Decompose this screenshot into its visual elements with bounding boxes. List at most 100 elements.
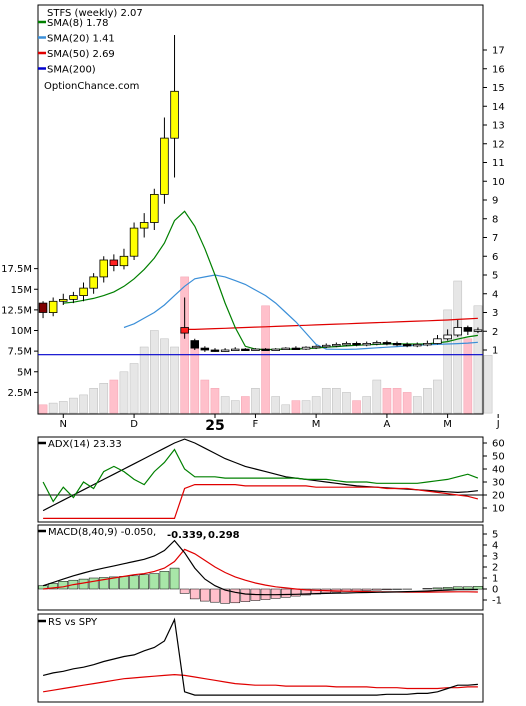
price-tick-label: 11 <box>492 158 505 169</box>
volume-bar <box>291 400 301 414</box>
macd-histogram-bar <box>270 588 281 599</box>
candle-body <box>352 342 361 346</box>
candle-body <box>180 327 189 334</box>
macd-histogram-bar <box>463 586 473 590</box>
adx-panel-frame <box>37 436 484 523</box>
price-tick-label: 12 <box>492 139 505 150</box>
macd-histogram-bar <box>442 587 453 590</box>
volume-tick-label: 2.5M <box>7 388 32 399</box>
volume-bar <box>301 400 311 414</box>
volume-bar <box>483 355 493 414</box>
candle-body <box>210 349 220 352</box>
macd-histogram-bar <box>230 588 241 604</box>
macd-value-label: -0.339, <box>167 530 207 541</box>
volume-bar <box>58 401 68 414</box>
macd-histogram-bar <box>48 583 58 590</box>
x-tick-label: N <box>60 419 67 430</box>
macd-tick-label: 1 <box>492 574 498 585</box>
volume-bar <box>352 400 361 414</box>
price-title: STFS (weekly) 2.07 <box>47 8 143 19</box>
macd-tick-label: 0 <box>492 585 498 596</box>
macd-title: MACD(8,40,9) -0.050, <box>48 527 156 538</box>
price-tick-label: 17 <box>492 46 505 57</box>
candle-body <box>241 348 250 352</box>
macd-histogram-bar <box>149 573 160 590</box>
x-tick-label: M <box>443 419 452 430</box>
candle-body <box>220 349 230 352</box>
volume-bar <box>119 371 129 414</box>
volume-bar <box>210 388 220 414</box>
adx-tick-label: 10 <box>492 504 505 515</box>
candle-body <box>48 300 58 313</box>
macd-histogram-bar <box>351 588 362 592</box>
candle-body <box>59 298 68 302</box>
candle-body <box>251 348 260 352</box>
candle-body <box>392 342 402 346</box>
price-tick-label: 5 <box>492 271 498 282</box>
candle-body <box>412 343 422 347</box>
macd-histogram-bar <box>372 588 382 591</box>
macd-histogram-bar <box>280 588 291 598</box>
x-tick-label: A <box>383 419 390 430</box>
volume-bar <box>271 396 280 414</box>
candle-body <box>463 327 473 332</box>
rs-title: RS vs SPY <box>48 617 98 628</box>
volume-tick-label: 10M <box>11 326 32 337</box>
volume-bar <box>200 379 210 414</box>
macd-histogram-bar <box>452 586 463 590</box>
macd-histogram-bar <box>361 588 372 591</box>
volume-bar <box>190 346 200 414</box>
macd-histogram-bar <box>169 567 180 590</box>
price-tick-label: 15 <box>492 83 505 94</box>
candle-body <box>129 227 139 257</box>
volume-bar <box>261 305 270 414</box>
volume-bar <box>332 388 341 414</box>
volume-bar <box>69 397 78 414</box>
candle-body <box>38 302 48 313</box>
macd-tick-label: 2 <box>492 563 498 574</box>
price-tick-label: 7 <box>492 233 498 244</box>
volume-bar <box>251 388 260 414</box>
macd-histogram-bar <box>139 574 149 590</box>
price-tick-label: 6 <box>492 252 498 263</box>
candle-body <box>321 344 331 348</box>
macd-histogram-bar <box>38 585 48 590</box>
legend-entry: SMA(20) 1.41 <box>47 34 115 45</box>
volume-bar <box>382 388 392 414</box>
macd-tick-label: 3 <box>492 552 498 563</box>
candle-body <box>230 348 240 352</box>
candle-body <box>190 340 199 349</box>
macd-histogram-bar <box>159 571 170 590</box>
volume-bar <box>402 392 412 414</box>
volume-bar <box>372 379 382 414</box>
macd-histogram-bar <box>98 577 109 590</box>
volume-bar <box>38 404 48 414</box>
adx-tick-label: 30 <box>492 478 505 489</box>
candle-body <box>170 90 179 139</box>
volume-bar <box>281 404 291 414</box>
adx-tick-label: 60 <box>492 439 505 450</box>
macd-value-label: 0.298 <box>208 530 240 541</box>
macd-histogram-bar <box>220 588 230 604</box>
candle-body <box>119 255 129 267</box>
volume-bar <box>241 396 250 414</box>
macd-tick-label: -1 <box>492 596 502 607</box>
volume-bar <box>321 388 331 414</box>
candle-body <box>362 342 371 346</box>
macd-histogram-bar <box>109 576 119 590</box>
macd-histogram-bar <box>422 588 433 590</box>
candle-body <box>301 346 311 350</box>
rs-panel-frame <box>37 613 484 703</box>
adx-tick-label: 40 <box>492 465 505 476</box>
volume-tick-label: 5M <box>17 367 32 378</box>
x-tick-label: M <box>312 419 321 430</box>
candle-body <box>109 259 119 266</box>
volume-bar <box>160 338 169 414</box>
legend-entry: SMA(50) 2.69 <box>47 49 115 60</box>
volume-bar <box>139 346 149 414</box>
legend-entry: SMA(8) 1.78 <box>47 18 108 29</box>
candle-body <box>261 348 270 352</box>
macd-histogram-bar <box>210 588 220 603</box>
candle-body <box>160 137 169 195</box>
